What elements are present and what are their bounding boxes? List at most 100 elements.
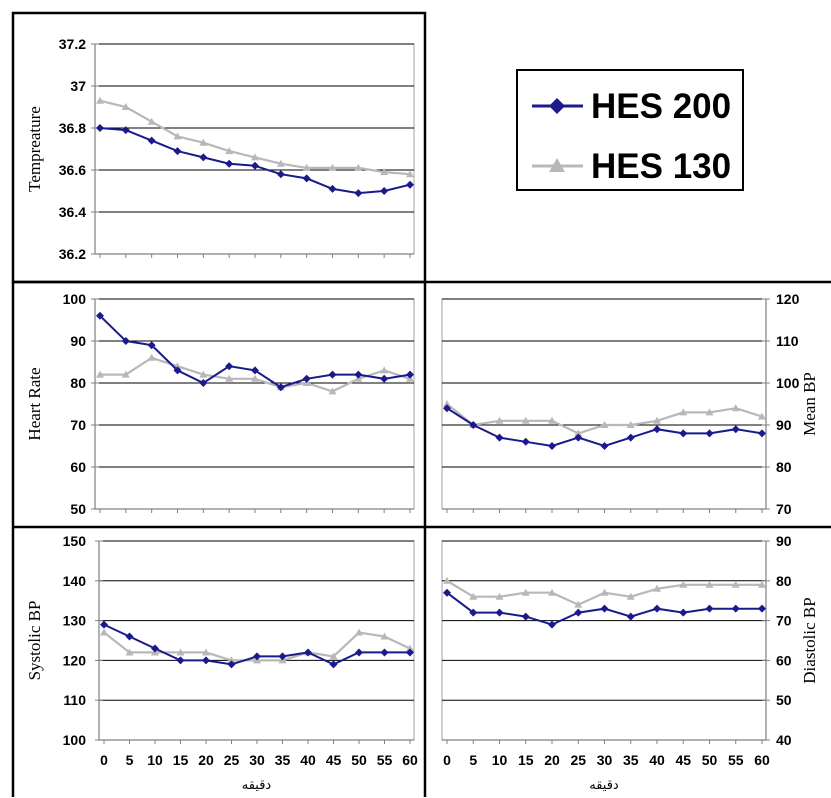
data-point-hes130 — [653, 416, 661, 424]
data-point-hes130 — [443, 400, 451, 407]
x-tick-label: 40 — [300, 752, 316, 768]
legend-label-hes130: HES 130 — [591, 147, 731, 186]
y-tick-label: 60 — [70, 459, 86, 475]
data-point-hes130 — [521, 416, 530, 424]
data-point-hes130 — [406, 170, 414, 178]
x-axis-label: دقیقه — [589, 777, 619, 792]
data-point-hes200 — [329, 660, 338, 669]
y-tick-label: 110 — [776, 333, 799, 349]
y-tick-label: 80 — [776, 459, 792, 475]
data-point-hes200 — [302, 374, 311, 383]
chart-mean-bp: 70 80 90 100 110 120 Mean BP — [441, 291, 819, 517]
data-point-hes200 — [679, 608, 688, 617]
data-point-hes200 — [276, 170, 285, 179]
y-tick-label: 130 — [63, 613, 87, 629]
data-point-hes200 — [380, 648, 389, 657]
y-tick-label: 40 — [776, 732, 792, 748]
x-tick-label: 50 — [351, 752, 367, 768]
x-tick-label: 25 — [570, 752, 586, 768]
plot-area — [94, 298, 415, 510]
x-tick-label: 10 — [147, 752, 163, 768]
y-tick-label: 140 — [63, 573, 87, 589]
data-point-hes130 — [276, 159, 285, 167]
x-tick-label: 20 — [198, 752, 214, 768]
data-point-hes200 — [705, 429, 714, 438]
data-point-hes130 — [548, 416, 556, 424]
data-point-hes130 — [202, 648, 210, 656]
data-point-hes130 — [199, 370, 208, 378]
data-point-hes200 — [574, 433, 583, 442]
panel-frame — [11, 11, 831, 797]
data-point-hes130 — [731, 580, 740, 588]
data-point-hes130 — [328, 163, 337, 171]
y-axis-label: Mean BP — [800, 372, 819, 436]
data-point-hes130 — [600, 588, 609, 596]
data-point-hes130 — [176, 648, 185, 656]
data-point-hes200 — [653, 604, 661, 613]
x-tick-label: 20 — [544, 752, 560, 768]
plot-area — [94, 43, 415, 255]
data-point-hes200 — [443, 588, 451, 597]
data-point-hes130 — [251, 374, 259, 382]
data-point-hes200 — [328, 370, 337, 379]
data-point-hes130 — [380, 168, 389, 176]
data-point-hes200 — [96, 311, 104, 320]
y-axis-label: Systolic BP — [25, 601, 44, 681]
data-point-hes200 — [199, 153, 208, 162]
data-point-hes130 — [96, 370, 104, 378]
data-point-hes130 — [495, 592, 504, 600]
data-point-hes130 — [600, 421, 609, 428]
x-tick-label: 25 — [224, 752, 240, 768]
data-point-hes200 — [225, 159, 234, 168]
data-point-hes200 — [251, 366, 259, 375]
data-point-hes130 — [574, 600, 583, 608]
y-tick-label: 37 — [70, 78, 86, 94]
data-point-hes200 — [302, 174, 311, 183]
data-point-hes200 — [731, 604, 740, 613]
data-point-hes200 — [278, 652, 287, 661]
legend: HES 200 HES 130 — [516, 69, 744, 191]
data-point-hes130 — [626, 592, 635, 600]
data-point-hes200 — [406, 180, 414, 189]
legend-label-hes200: HES 200 — [591, 87, 731, 126]
data-point-hes200 — [121, 337, 130, 345]
y-tick-label: 70 — [776, 613, 792, 629]
data-point-hes200 — [173, 366, 182, 375]
data-point-hes200 — [495, 608, 504, 617]
y-tick-label: 110 — [63, 692, 86, 708]
data-point-hes130 — [199, 138, 208, 146]
y-tick-label: 36.8 — [59, 120, 86, 136]
data-point-hes130 — [354, 163, 363, 171]
x-tick-label: 30 — [249, 752, 265, 768]
data-point-hes200 — [469, 608, 478, 617]
data-point-hes130 — [147, 117, 156, 125]
data-point-hes200 — [125, 632, 134, 641]
data-point-hes200 — [328, 184, 337, 193]
data-point-hes200 — [202, 656, 210, 665]
data-point-hes200 — [406, 648, 414, 657]
y-tick-label: 90 — [776, 417, 792, 433]
data-point-hes130 — [302, 163, 311, 171]
x-tick-label: 45 — [675, 752, 691, 768]
data-point-hes200 — [758, 604, 766, 613]
data-point-hes200 — [380, 187, 389, 195]
data-point-hes200 — [406, 370, 414, 379]
data-point-hes200 — [304, 648, 312, 657]
x-tick-label: 0 — [443, 752, 451, 768]
data-point-hes200 — [600, 442, 609, 450]
plot-area — [441, 540, 767, 741]
data-point-hes200 — [227, 660, 236, 669]
x-tick-label: 15 — [173, 752, 189, 768]
data-point-hes130 — [227, 656, 236, 664]
data-point-hes130 — [548, 588, 556, 596]
data-point-hes130 — [443, 576, 451, 584]
x-tick-label: 15 — [518, 752, 534, 768]
data-point-hes130 — [574, 429, 583, 437]
data-point-hes130 — [173, 132, 182, 140]
data-point-hes200 — [626, 433, 635, 442]
chart-diastolic-bp: 40 50 60 70 80 90 0 5 10 15 20 25 30 35 40 45 50 55 60 دقیق… — [441, 533, 819, 792]
chart-systolic-bp: 100 110 120 130 140 150 0 5 10 15 20 25 30 35 40 45 50 55… — [25, 533, 418, 792]
data-point-hes200 — [147, 136, 156, 145]
y-axis-label: Diastolic BP — [800, 597, 819, 683]
data-point-hes130 — [679, 408, 688, 416]
